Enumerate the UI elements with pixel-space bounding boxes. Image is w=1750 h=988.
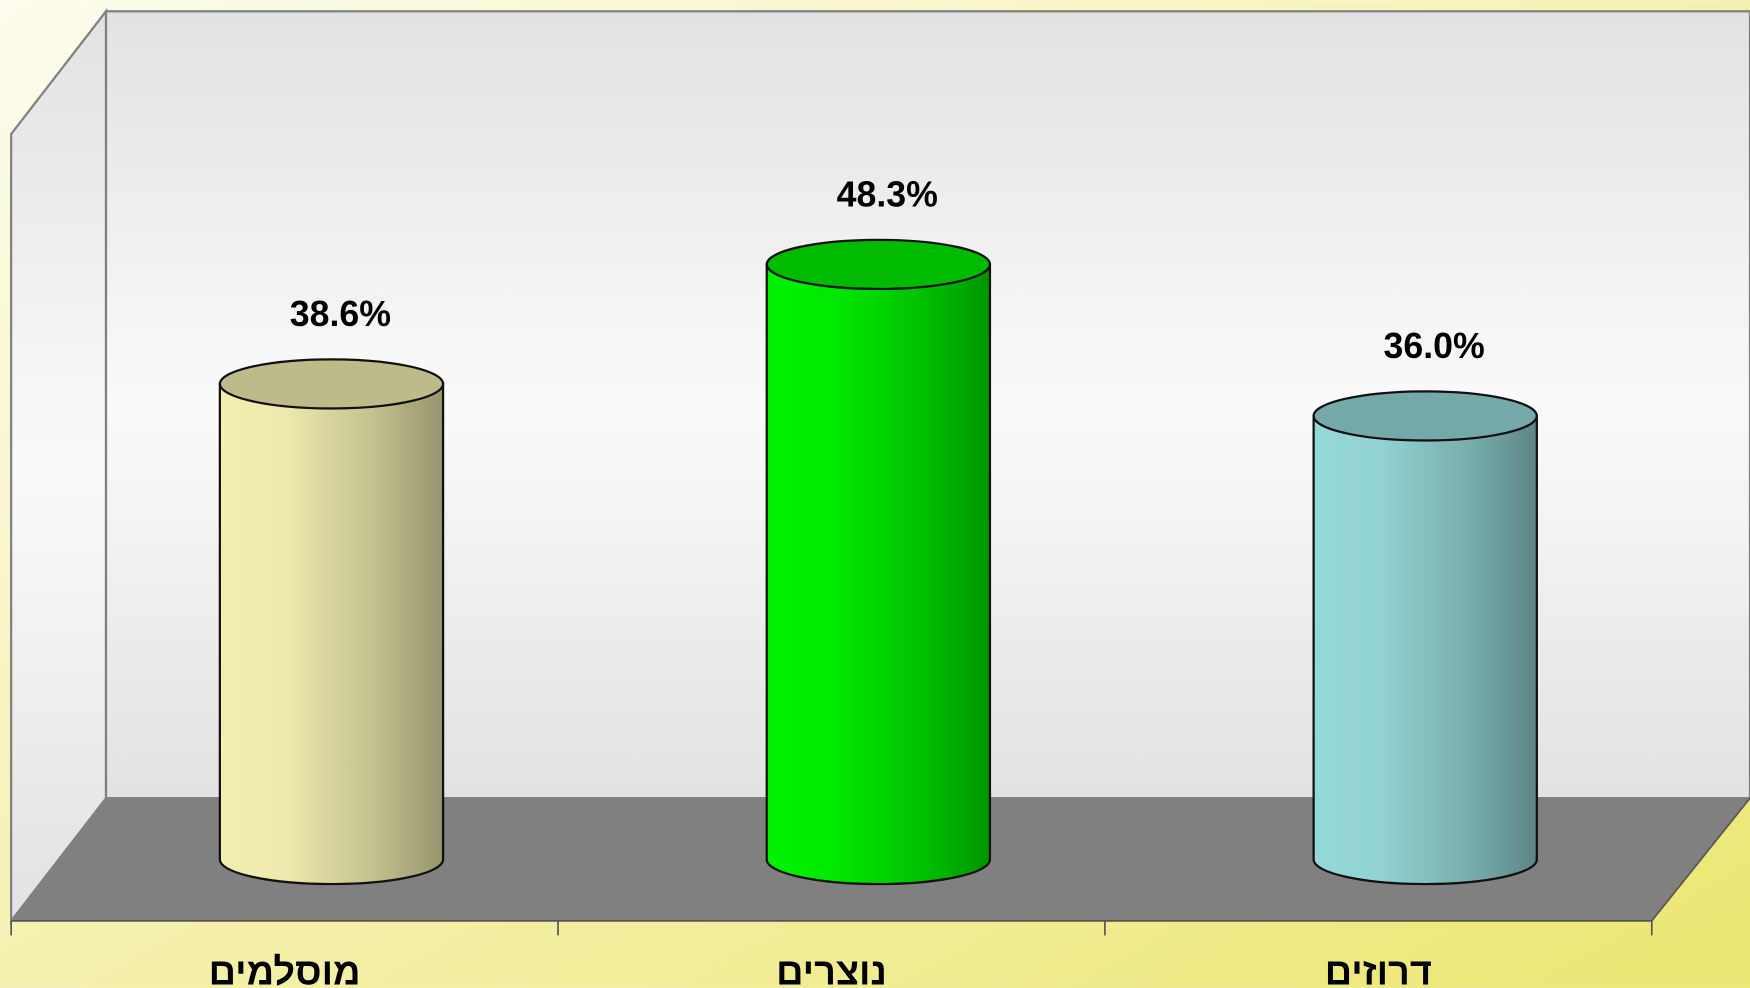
- value-label: 48.3%: [837, 174, 938, 214]
- value-label: 36.0%: [1384, 326, 1485, 366]
- bar: [1312, 414, 1538, 886]
- bar-top: [218, 358, 445, 410]
- bar: [218, 382, 445, 886]
- bar-top: [765, 238, 992, 291]
- bar-top: [1312, 390, 1538, 442]
- x-tick-label: דרוזים: [1325, 952, 1432, 988]
- side-wall: [10, 8, 108, 925]
- value-label: 38.6%: [290, 294, 391, 334]
- x-tick-label: נוצרים: [776, 952, 887, 988]
- bar: [765, 263, 992, 886]
- x-tick-label: מוסלמים: [209, 952, 361, 988]
- floor-edge: [1651, 797, 1750, 922]
